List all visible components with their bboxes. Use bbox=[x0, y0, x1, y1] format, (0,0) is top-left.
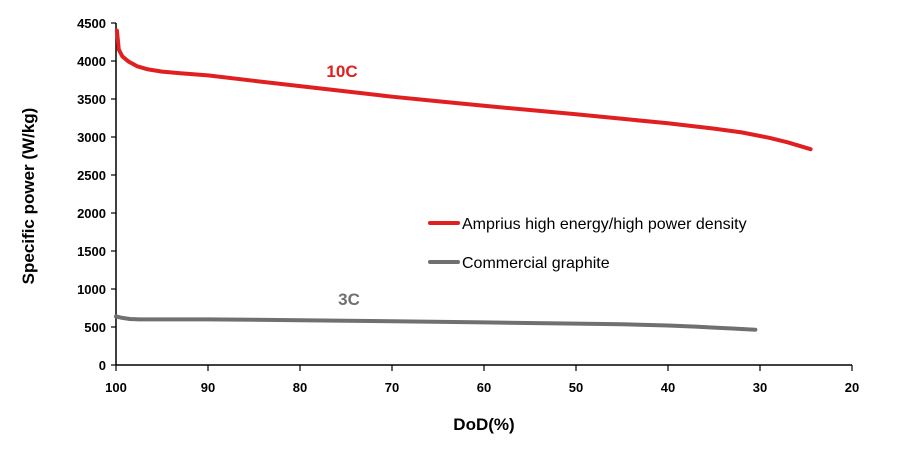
x-tick-label: 80 bbox=[293, 380, 307, 395]
series-label-3c: 3C bbox=[338, 290, 360, 309]
x-tick-label: 60 bbox=[477, 380, 491, 395]
axes bbox=[111, 22, 853, 371]
y-tick-label: 0 bbox=[99, 358, 106, 373]
legend: Amprius high energy/high power density C… bbox=[428, 216, 747, 272]
x-tick-label: 70 bbox=[385, 380, 399, 395]
y-tick-label: 3500 bbox=[77, 92, 106, 107]
series-line-1 bbox=[114, 314, 758, 332]
legend-label-graphite: Commercial graphite bbox=[462, 255, 610, 272]
x-tick-label: 20 bbox=[845, 380, 859, 395]
y-tick-label: 2500 bbox=[77, 168, 106, 183]
y-axis-title: Specific power (W/kg) bbox=[19, 108, 38, 285]
y-tick-label: 4500 bbox=[77, 16, 106, 31]
legend-label-amprius: Amprius high energy/high power density bbox=[462, 216, 747, 233]
x-axis-title: DoD(%) bbox=[453, 415, 514, 434]
y-tick-label: 4000 bbox=[77, 54, 106, 69]
series-line-0 bbox=[114, 28, 813, 152]
x-tick-label: 90 bbox=[201, 380, 215, 395]
y-tick-label: 2000 bbox=[77, 206, 106, 221]
tick-labels: 0 500 1000 1500 2000 2500 3000 3500 4000 4500 100 9… bbox=[77, 16, 859, 395]
y-tick-label: 500 bbox=[84, 320, 106, 335]
series-label-10c: 10C bbox=[326, 62, 357, 81]
series-lines bbox=[114, 28, 813, 332]
y-tick-label: 1000 bbox=[77, 282, 106, 297]
x-tick-label: 30 bbox=[753, 380, 767, 395]
x-tick-label: 40 bbox=[661, 380, 675, 395]
x-tick-label: 100 bbox=[105, 380, 127, 395]
y-tick-label: 1500 bbox=[77, 244, 106, 259]
x-tick-label: 50 bbox=[569, 380, 583, 395]
y-tick-label: 3000 bbox=[77, 130, 106, 145]
